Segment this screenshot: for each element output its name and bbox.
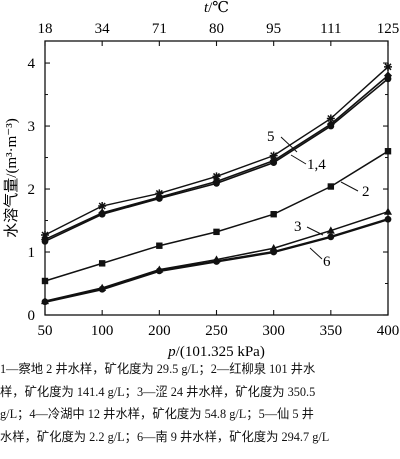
data-point bbox=[98, 285, 106, 293]
series-line-4 bbox=[44, 75, 389, 241]
x-tick-label-top: 125 bbox=[377, 21, 400, 37]
curve-label-leader bbox=[290, 154, 307, 165]
data-point bbox=[326, 119, 335, 129]
data-point bbox=[269, 151, 278, 160]
data-point bbox=[41, 298, 49, 306]
x-tick-label-bottom: 350 bbox=[320, 323, 343, 339]
data-point bbox=[384, 71, 392, 80]
y-tick-label: 2 bbox=[28, 182, 36, 198]
y-tick-label: 3 bbox=[28, 119, 36, 135]
data-point bbox=[384, 62, 392, 71]
data-point bbox=[326, 226, 335, 234]
data-point bbox=[98, 202, 107, 211]
data-point bbox=[155, 189, 164, 198]
x-tick-label-top: 71 bbox=[152, 21, 167, 37]
data-point bbox=[98, 208, 107, 218]
data-point bbox=[98, 260, 106, 267]
y-tick-label: 4 bbox=[28, 56, 36, 72]
data-point bbox=[384, 215, 392, 223]
x-axis-title-bottom: p/(101.325 kPa) bbox=[167, 344, 265, 360]
data-point bbox=[326, 114, 335, 123]
y-tick-label: 0 bbox=[28, 308, 36, 324]
x-tick-label-bottom: 50 bbox=[38, 323, 53, 339]
x-tick-label-bottom: 250 bbox=[205, 323, 228, 339]
data-point bbox=[155, 267, 163, 275]
data-point bbox=[269, 156, 278, 165]
data-point bbox=[213, 258, 220, 265]
x-tick-label-bottom: 200 bbox=[148, 323, 171, 339]
data-point bbox=[270, 211, 277, 218]
x-tick-label-bottom: 100 bbox=[91, 323, 114, 339]
data-point bbox=[213, 228, 220, 236]
data-point bbox=[156, 242, 163, 249]
y-tick-label: 1 bbox=[28, 245, 36, 261]
x-tick-label-top: 18 bbox=[38, 21, 53, 37]
curve-label: 3 bbox=[294, 219, 302, 235]
curve-label: 5 bbox=[267, 129, 275, 145]
series-line-1 bbox=[44, 78, 389, 243]
caption-line-1: 1—察地 2 井水样，矿化度为 29.5 g/L；2—红柳泉 101 井水 bbox=[0, 362, 316, 376]
curve-label: 1,4 bbox=[307, 157, 326, 173]
data-point bbox=[270, 248, 278, 256]
curve-label: 6 bbox=[323, 254, 331, 270]
caption-line-2: 样，矿化度为 141.4 g/L；3—涩 24 井水样，矿化度为 350.5 bbox=[0, 384, 316, 399]
data-point bbox=[327, 233, 335, 241]
x-tick-label-top: 95 bbox=[266, 21, 281, 37]
curve-label-leader bbox=[340, 181, 359, 192]
figure-caption: 1—察地 2 井水样，矿化度为 29.5 g/L；2—红柳泉 101 井水 样，… bbox=[0, 358, 398, 448]
caption-line-3: g/L；4—冷湖中 12 井水样，矿化度为 54.8 g/L；5—仙 5 井 bbox=[0, 407, 314, 421]
data-point bbox=[41, 231, 49, 240]
x-tick-label-top: 34 bbox=[95, 21, 111, 37]
data-point bbox=[41, 277, 49, 285]
x-tick-label-top: 111 bbox=[320, 21, 341, 37]
x-tick-label-top: 80 bbox=[209, 21, 224, 37]
x-tick-label-bottom: 400 bbox=[377, 323, 400, 339]
data-point bbox=[327, 183, 335, 190]
curve-label-leader bbox=[306, 226, 324, 236]
curve-label-leader bbox=[280, 136, 298, 153]
data-point bbox=[212, 172, 221, 181]
series-line-5 bbox=[44, 66, 389, 236]
x-tick-label-bottom: 300 bbox=[262, 323, 285, 339]
curve-label: 2 bbox=[362, 184, 370, 200]
y-axis-title: 水溶气量/(m³·m⁻³) bbox=[3, 118, 20, 237]
data-point bbox=[384, 207, 392, 215]
caption-line-4: 水样，矿化度为 2.2 g/L；6—南 9 井水样，矿化度为 294.7 g/L bbox=[0, 429, 330, 444]
curve-label-leader bbox=[309, 247, 323, 260]
x-axis-title-top: t/℃ bbox=[204, 0, 229, 16]
data-point bbox=[384, 148, 392, 155]
